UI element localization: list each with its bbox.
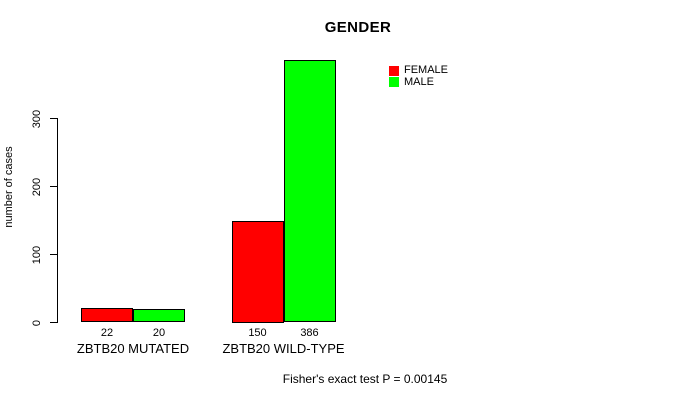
legend-label: MALE [404,75,434,88]
bar-male-2 [283,60,336,323]
y-axis-title: number of cases [3,146,15,228]
bar-value-label: 150 [248,327,267,339]
bar-female-2 [231,220,284,323]
y-tick-label: 300 [31,109,43,128]
y-tick [50,118,58,120]
y-tick [50,186,58,188]
bar-value-label: 386 [300,327,319,339]
legend-swatch-male [389,77,399,88]
y-tick-label: 200 [31,177,43,196]
bar-male-1 [133,308,185,323]
legend: FEMALE MALE [389,65,448,88]
y-tick [50,254,58,256]
stat-test-annotation: Fisher's exact test P = 0.00145 [282,372,448,386]
category-label: ZBTB20 MUTATED [76,341,190,356]
y-tick-label: 0 [31,319,43,326]
bar-value-label: 20 [152,327,166,339]
y-axis-line [57,118,59,323]
legend-item: MALE [389,75,448,89]
bar-value-label: 22 [100,327,114,339]
legend-swatch-female [389,65,399,76]
legend-item: FEMALE [389,65,448,77]
category-label: ZBTB20 WILD-TYPE [222,341,345,356]
bar-female-1 [81,307,133,323]
y-tick [50,322,58,324]
y-tick-label: 100 [31,245,43,264]
chart-title: GENDER [324,19,392,36]
legend-label: FEMALE [404,64,449,77]
